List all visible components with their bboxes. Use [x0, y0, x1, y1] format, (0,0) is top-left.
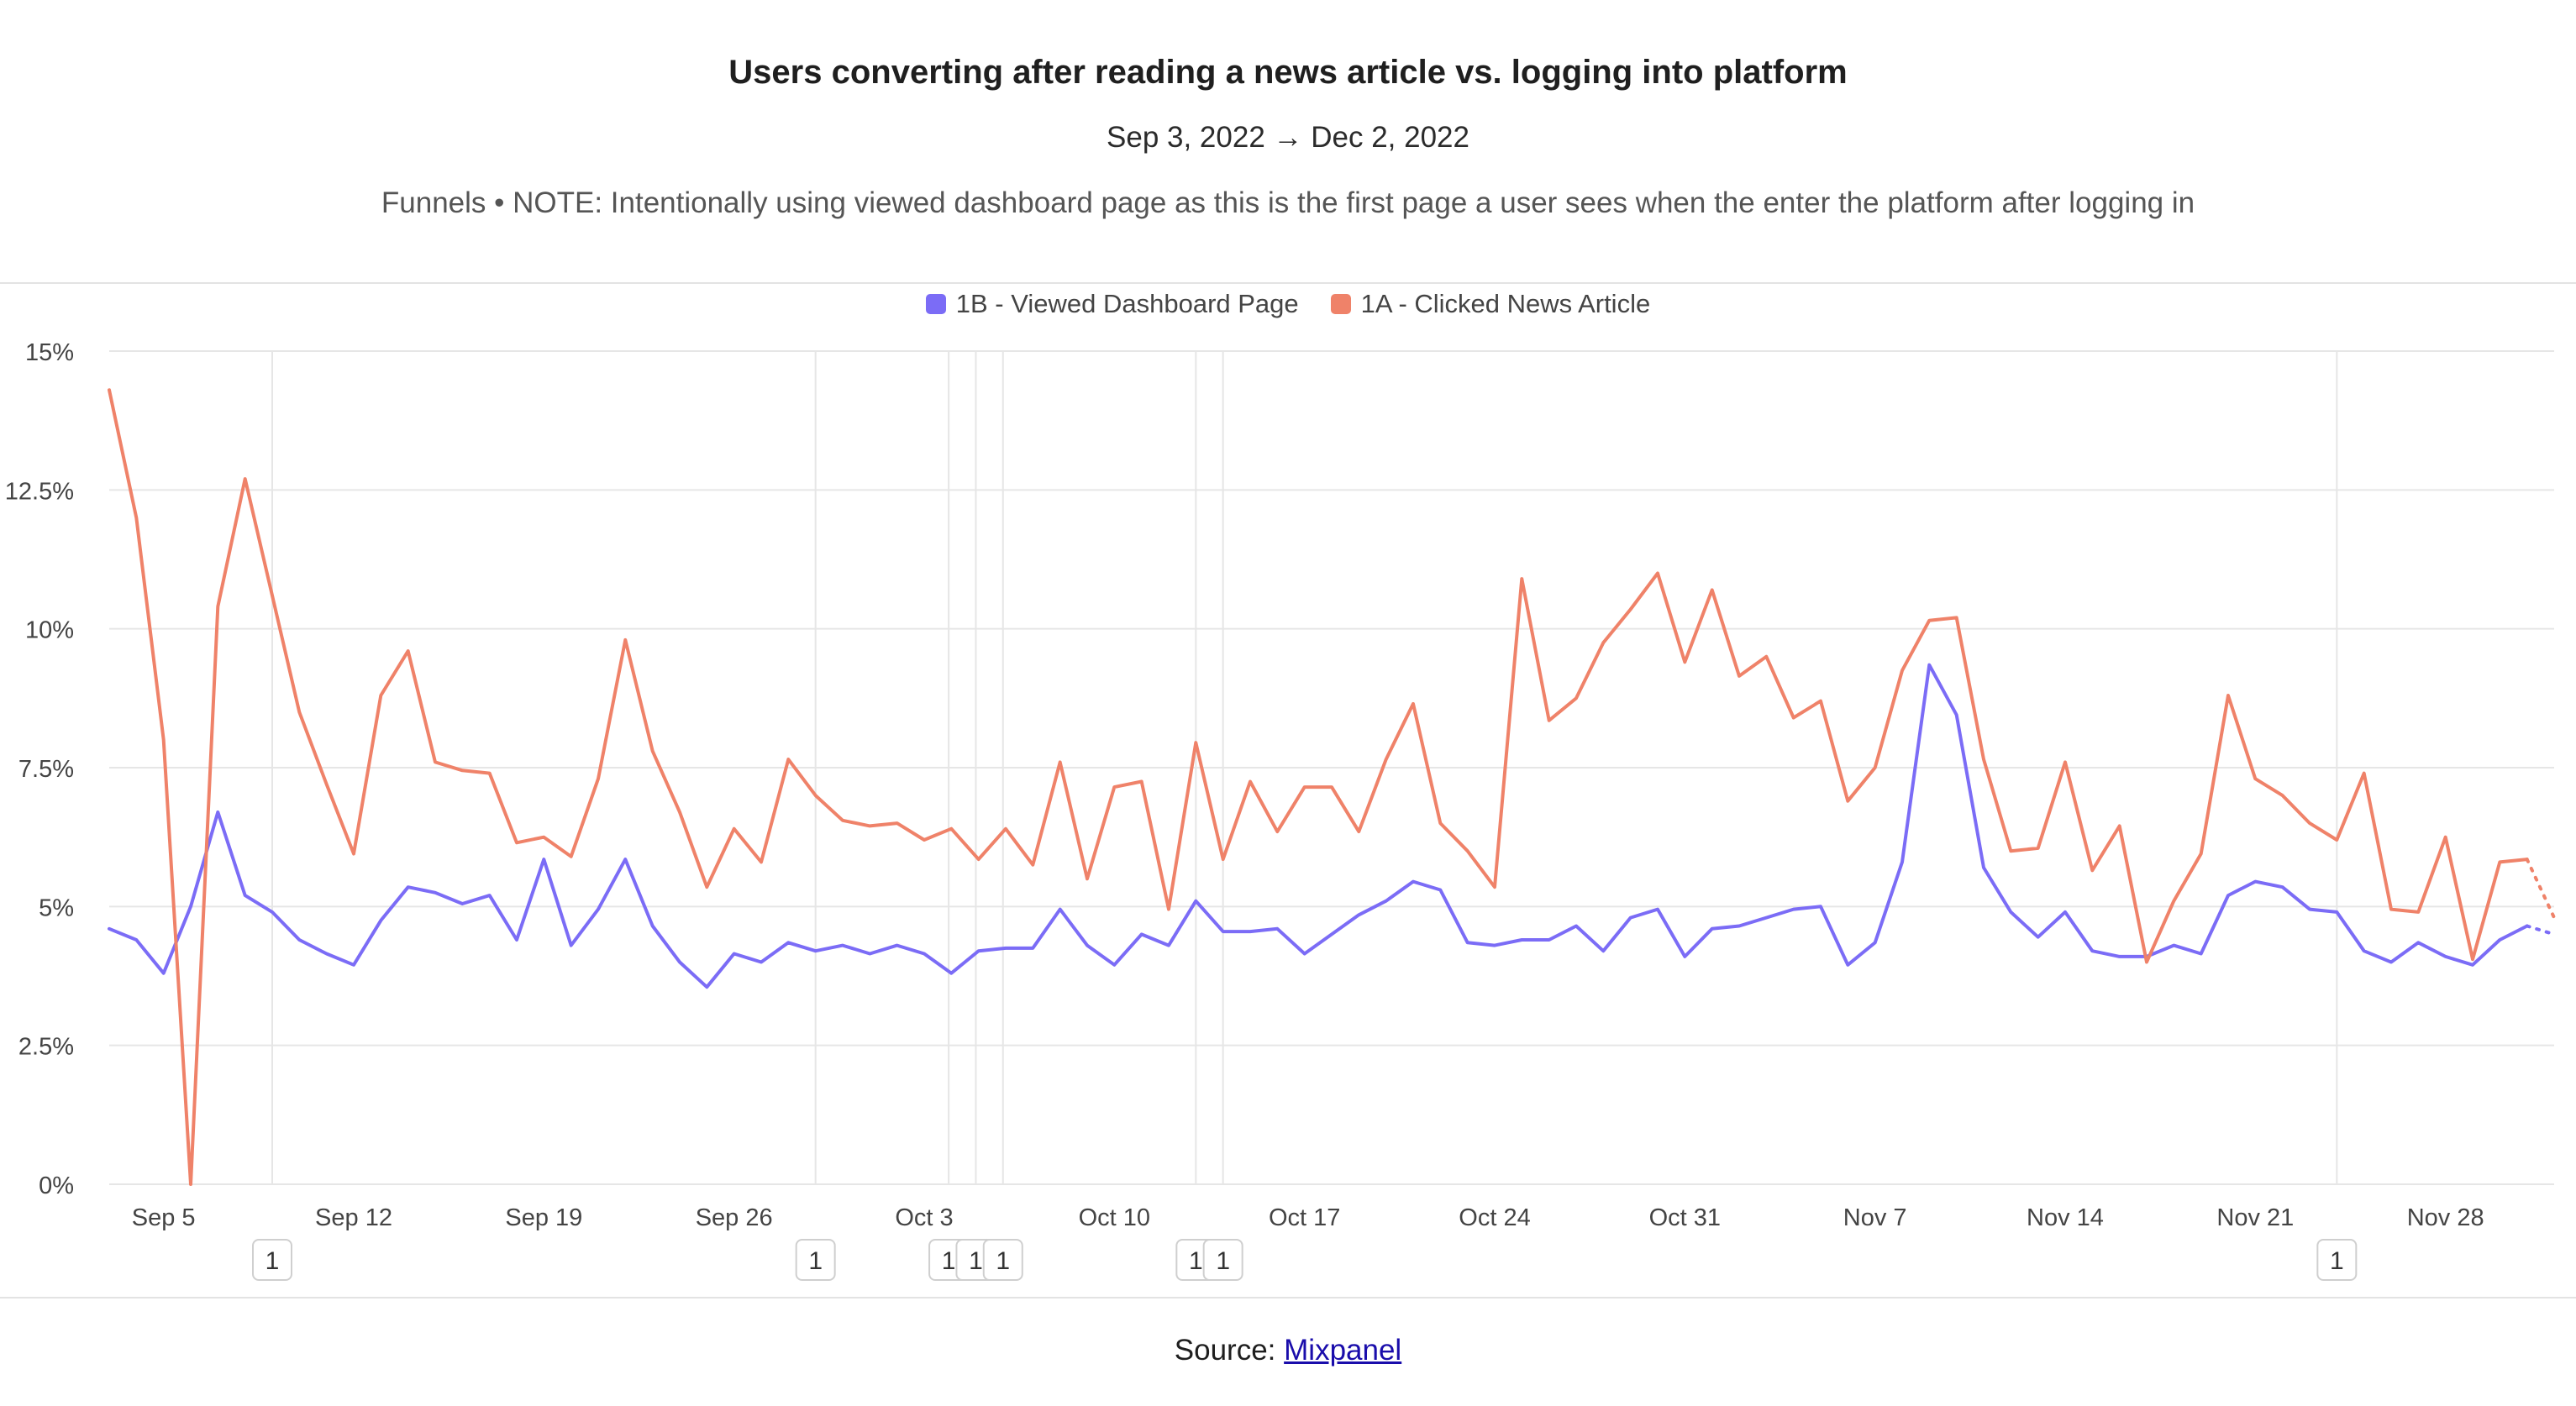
header-divider	[0, 282, 2576, 284]
x-tick-label: Nov 14	[2027, 1204, 2104, 1231]
legend-item-1b[interactable]: 1B - Viewed Dashboard Page	[925, 289, 1299, 319]
legend-swatch-1b	[925, 294, 946, 314]
annotation-count: 1	[2330, 1247, 2344, 1275]
annotation-count: 1	[1216, 1247, 1230, 1275]
annotation-count: 1	[808, 1247, 823, 1275]
annotation-count: 1	[942, 1247, 956, 1275]
y-tick-label: 12.5%	[5, 478, 74, 505]
x-tick-label: Oct 17	[1269, 1204, 1340, 1231]
source-link[interactable]: Mixpanel	[1284, 1334, 1402, 1367]
series-line-1b-partial	[2525, 924, 2556, 936]
legend-swatch-1a	[1330, 294, 1351, 314]
x-tick-label: Nov 7	[1843, 1204, 1907, 1231]
annotation-badge	[1202, 1239, 1243, 1281]
y-tick-label: 15%	[25, 339, 74, 366]
x-tick-label: Oct 24	[1459, 1204, 1530, 1231]
x-tick-label: Sep 5	[132, 1204, 196, 1231]
y-tick-label: 0%	[39, 1173, 74, 1199]
x-tick-label: Sep 12	[315, 1204, 392, 1231]
annotation-count: 1	[1189, 1247, 1203, 1275]
y-tick-label: 7.5%	[18, 756, 74, 783]
chart-subtitle: Funnels • NOTE: Intentionally using view…	[381, 186, 2195, 219]
y-tick-label: 10%	[25, 617, 74, 644]
legend-label-1a: 1A - Clicked News Article	[1360, 289, 1651, 318]
annotation-badge	[795, 1239, 836, 1281]
x-tick-label: Nov 28	[2407, 1204, 2484, 1231]
x-tick-label: Nov 21	[2216, 1204, 2294, 1231]
x-tick-label: Sep 19	[505, 1204, 582, 1231]
series-line-1a	[108, 388, 2529, 1186]
series-line-1a-partial	[2525, 858, 2556, 920]
series-line-1b	[108, 663, 2529, 989]
source-line: Source: Mixpanel	[0, 1334, 2576, 1367]
annotation-badge	[2316, 1239, 2358, 1281]
x-tick-label: Oct 31	[1649, 1204, 1721, 1231]
annotation-count: 1	[969, 1247, 983, 1275]
date-range: Sep 3, 2022 → Dec 2, 2022	[1107, 121, 1469, 154]
chart-title: Users converting after reading a news ar…	[728, 54, 1848, 91]
annotation-count: 1	[265, 1247, 280, 1275]
legend-label-1b: 1B - Viewed Dashboard Page	[955, 289, 1299, 318]
x-tick-label: Sep 26	[696, 1204, 773, 1231]
x-tick-label: Oct 3	[895, 1204, 953, 1231]
annotation-badge	[982, 1239, 1023, 1281]
chart-legend: 1B - Viewed Dashboard Page 1A - Clicked …	[0, 289, 2576, 319]
annotation-badge	[252, 1239, 292, 1281]
legend-item-1a[interactable]: 1A - Clicked News Article	[1330, 289, 1651, 319]
y-tick-label: 2.5%	[18, 1034, 74, 1061]
annotation-count: 1	[996, 1247, 1010, 1275]
source-label: Source:	[1174, 1334, 1276, 1367]
y-tick-label: 5%	[39, 894, 74, 921]
footer-divider	[0, 1297, 2576, 1298]
x-tick-label: Oct 10	[1079, 1204, 1150, 1231]
